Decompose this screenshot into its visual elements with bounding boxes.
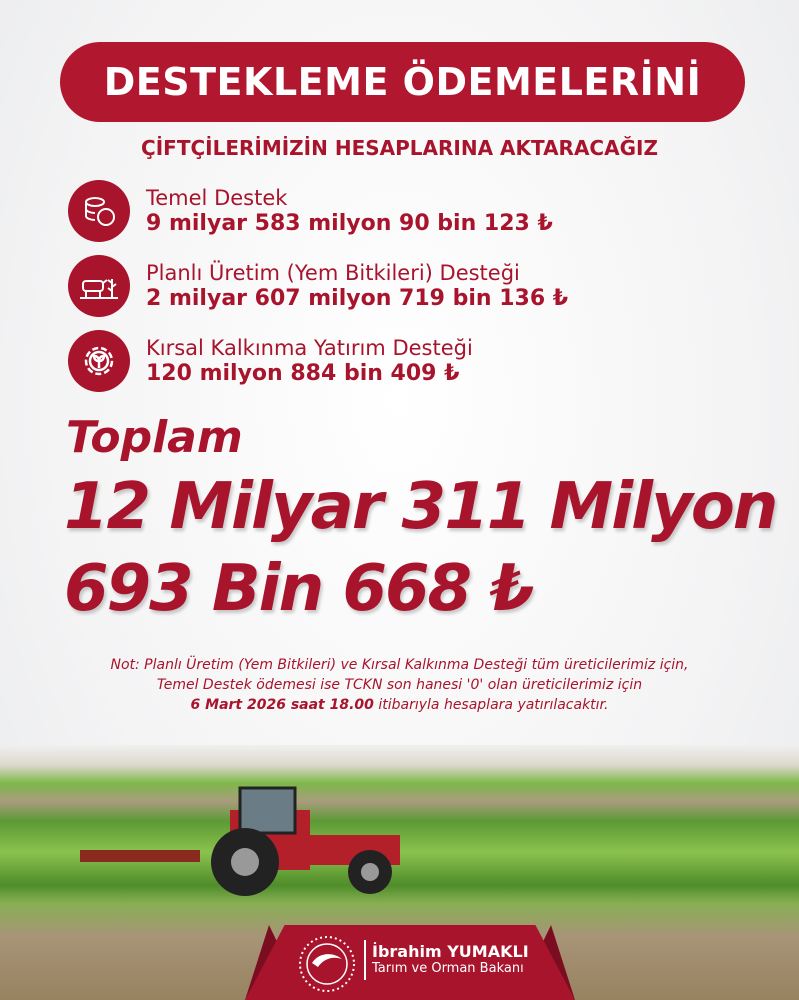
gear-sprout-icon: [68, 330, 130, 392]
minister-info: İbrahim YUMAKLI Tarım ve Orman Bakanı: [372, 942, 529, 976]
total-line-1: 12 Milyar 311 Milyon: [64, 470, 778, 544]
title: DESTEKLEME ÖDEMELERİNİ: [103, 60, 702, 104]
coins-icon: [68, 180, 130, 242]
subtitle: ÇİFTÇİLERİMİZİN HESAPLARINA AKTARACAĞIZ: [141, 136, 658, 160]
support-item-kirsal: Kırsal Kalkınma Yatırım Desteği 120 milyo…: [68, 330, 473, 392]
note: Not: Planlı Üretim (Yem Bitkileri) ve Kı…: [110, 657, 689, 713]
ministry-seal-logo: [299, 936, 355, 992]
divider: [364, 940, 366, 980]
support-item-temel: Temel Destek 9 milyar 583 milyon 90 bin 1…: [68, 180, 553, 242]
support-item-planli: Planlı Üretim (Yem Bitkileri) Desteği 2 m…: [68, 255, 568, 317]
livestock-plant-icon: [68, 255, 130, 317]
total-label: Toplam: [66, 412, 243, 463]
title-banner: DESTEKLEME ÖDEMELERİNİ: [60, 42, 745, 122]
tractor-image: [80, 786, 400, 896]
total-line-2: 693 Bin 668 ₺: [64, 552, 535, 626]
